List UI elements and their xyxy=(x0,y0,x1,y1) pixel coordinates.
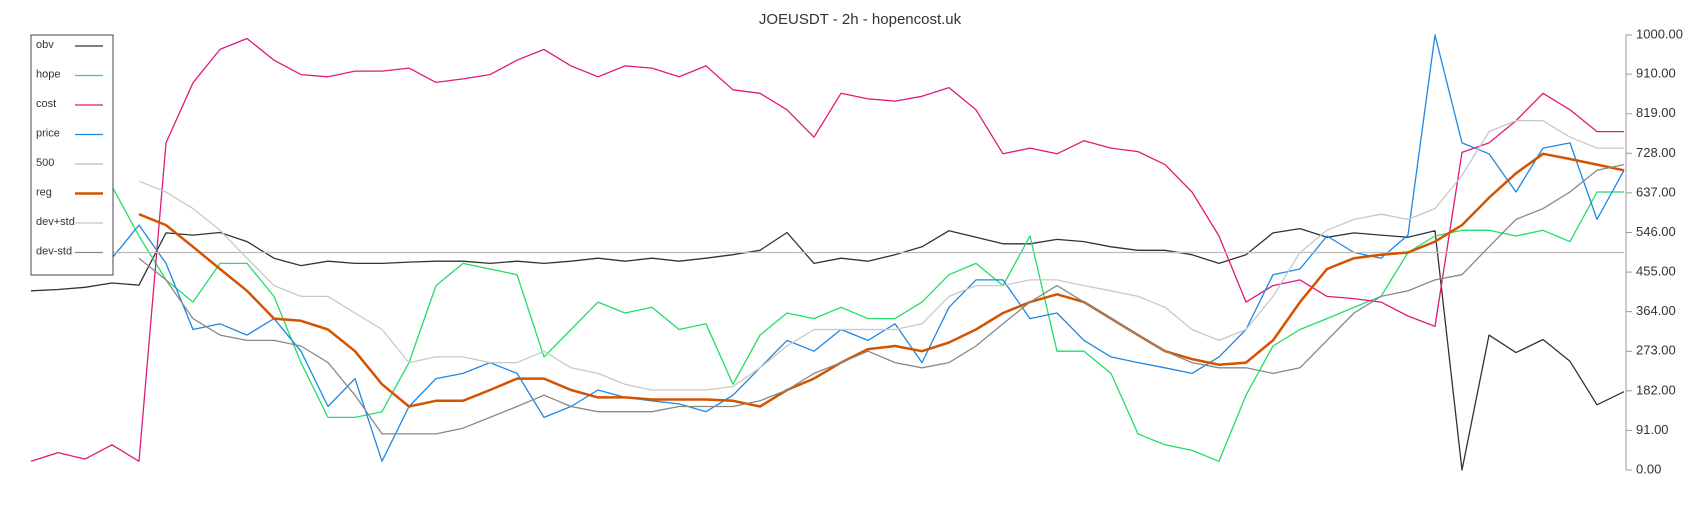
y-tick-label: 273.00 xyxy=(1636,343,1676,358)
y-tick-label: 910.00 xyxy=(1636,66,1676,81)
legend-label: dev+std xyxy=(36,216,75,228)
y-tick-label: 0.00 xyxy=(1636,461,1661,476)
y-tick-label: 546.00 xyxy=(1636,224,1676,239)
series-line xyxy=(138,163,1625,435)
y-tick-label: 1000.00 xyxy=(1636,26,1683,41)
y-tick-label: 182.00 xyxy=(1636,382,1676,397)
legend-label: cost xyxy=(36,98,56,110)
legend-label: hope xyxy=(36,68,60,80)
y-tick-label: 364.00 xyxy=(1636,303,1676,318)
chart-title: JOEUSDT - 2h - hopencost.uk xyxy=(759,11,962,28)
series-line xyxy=(111,186,1624,462)
y-tick-label: 637.00 xyxy=(1636,184,1676,199)
legend-label: reg xyxy=(36,186,52,198)
series-line xyxy=(138,120,1624,391)
series-line xyxy=(138,152,1625,408)
series-line xyxy=(30,227,1625,471)
series-line xyxy=(30,37,1624,462)
legend-label: 500 xyxy=(36,157,54,169)
y-tick-label: 728.00 xyxy=(1636,145,1676,160)
y-tick-label: 455.00 xyxy=(1636,264,1676,279)
y-tick-label: 819.00 xyxy=(1636,105,1676,120)
legend-label: price xyxy=(36,127,60,139)
legend-label: obv xyxy=(36,39,54,51)
y-tick-label: 91.00 xyxy=(1636,422,1669,437)
legend-label: dev-std xyxy=(36,245,72,257)
